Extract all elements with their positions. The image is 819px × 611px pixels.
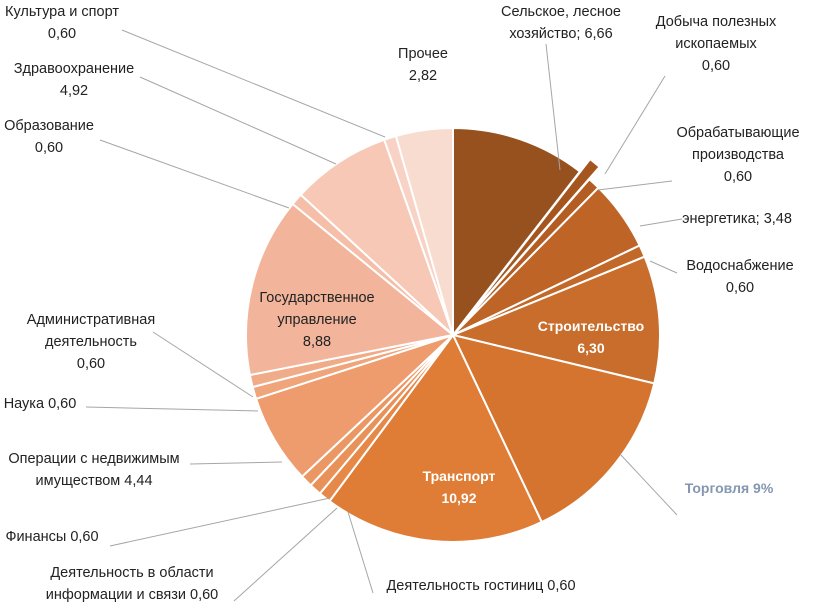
data-label-mining: Добыча полезных ископаемых 0,60: [656, 14, 777, 74]
data-label-mining-line: Добыча полезных: [656, 14, 777, 30]
data-label-energy-line: энергетика; 3,48: [682, 211, 792, 227]
data-label-water-line: 0,60: [726, 280, 754, 296]
data-label-trade-line: Торговля 9%: [685, 480, 774, 496]
data-label-construction-line: 6,30: [577, 340, 604, 356]
pie-slice-construction: [449, 255, 661, 385]
data-label-manufacturing-line: Обрабатывающие: [676, 125, 799, 141]
data-label-health: Здравоохранение 4,92: [14, 61, 134, 99]
pie-slice-health: [299, 138, 454, 336]
data-label-science: Наука 0,60: [4, 396, 77, 412]
pie-slices: [245, 126, 661, 543]
pie-slice-other: [394, 126, 454, 336]
pie-slice-transport: [328, 333, 544, 543]
data-label-government-line: Государственное: [259, 290, 374, 306]
leader-line-water: [649, 260, 678, 274]
leader-line-realestate: [189, 461, 283, 465]
data-label-government: Государственное управление 8,88: [259, 290, 374, 350]
leader-line-culture: [121, 29, 386, 138]
data-label-manufacturing: Обрабатывающие производства 0,60: [676, 125, 799, 185]
data-label-transport: Транспорт 10,92: [423, 468, 496, 506]
data-label-realestate: Операции с недвижимым имуществом 4,44: [8, 451, 179, 489]
data-label-finance: Финансы 0,60: [5, 529, 98, 545]
leader-line-agriculture: [545, 43, 561, 171]
leader-line-science: [85, 406, 259, 412]
data-label-transport-line: Транспорт: [423, 468, 496, 484]
data-label-science-line: Наука 0,60: [4, 396, 77, 412]
leader-line-admin: [152, 331, 254, 398]
data-label-energy: энергетика; 3,48: [682, 211, 792, 227]
pie-slice-government: [245, 202, 456, 377]
data-label-info: Деятельность в области информации и связи…: [46, 565, 219, 603]
data-label-realestate-line: Операции с недвижимым: [8, 451, 179, 467]
data-label-admin: Административная деятельность 0,60: [27, 312, 155, 372]
data-label-finance-line: Финансы 0,60: [5, 529, 98, 545]
data-label-realestate-line: имуществом 4,44: [35, 473, 152, 489]
leader-line-education: [99, 139, 290, 209]
data-label-health-line: Здравоохранение: [14, 61, 134, 77]
leader-line-manufacturing: [597, 180, 673, 191]
data-label-education-line: 0,60: [35, 140, 63, 156]
data-label-mining-line: ископаемых: [675, 36, 757, 52]
data-label-admin-line: Административная: [27, 312, 155, 328]
data-label-admin-line: 0,60: [77, 356, 105, 372]
data-label-culture: Культура и спорт 0,60: [5, 4, 119, 42]
data-label-transport-line: 10,92: [441, 490, 476, 506]
leader-line-trade: [619, 453, 678, 516]
leader-line-mining: [604, 75, 666, 175]
data-label-info-line: информации и связи 0,60: [46, 587, 219, 603]
data-label-trade: Торговля 9%: [685, 480, 774, 496]
data-label-culture-line: 0,60: [48, 26, 76, 42]
data-label-water-line: Водоснабжение: [686, 258, 793, 274]
data-label-agriculture-line: Сельское, лесное: [501, 4, 621, 20]
data-label-agriculture: Сельское, лесное хозяйство; 6,66: [501, 4, 621, 42]
data-label-admin-line: деятельность: [45, 334, 137, 350]
leader-lines: [85, 29, 683, 602]
data-label-other-line: 2,82: [409, 68, 437, 84]
pie-slice-mining: [462, 157, 601, 324]
data-label-mining-line: 0,60: [702, 58, 730, 74]
data-label-agriculture-line: хозяйство; 6,66: [509, 26, 612, 42]
leader-line-finance: [109, 497, 331, 547]
data-label-manufacturing-line: производства: [692, 147, 785, 163]
data-label-education: Образование 0,60: [4, 118, 94, 156]
data-label-health-line: 4,92: [60, 83, 88, 99]
pie-slice-trade: [451, 333, 656, 524]
data-label-culture-line: Культура и спорт: [5, 4, 119, 20]
data-label-government-line: управление: [277, 312, 356, 328]
data-label-other: Прочее 2,82: [398, 46, 448, 84]
data-label-hotels: Деятельность гостиниц 0,60: [386, 578, 575, 594]
leader-line-health: [139, 76, 337, 165]
leader-line-info: [233, 507, 338, 602]
slice-labels: Сельское, лесное хозяйство; 6,66 Добыча по…: [4, 4, 800, 603]
data-label-construction: Строительство 6,30: [538, 318, 644, 356]
data-label-government-line: 8,88: [303, 334, 331, 350]
data-label-info-line: Деятельность в области: [50, 565, 213, 581]
data-label-manufacturing-line: 0,60: [724, 169, 752, 185]
data-label-education-line: Образование: [4, 118, 94, 134]
leader-line-energy: [639, 218, 683, 227]
leader-line-hotels: [347, 511, 374, 594]
data-label-construction-line: Строительство: [538, 318, 644, 334]
pie-slice-agriculture: [452, 126, 582, 338]
data-label-other-line: Прочее: [398, 46, 448, 62]
data-label-hotels-line: Деятельность гостиниц 0,60: [386, 578, 575, 594]
data-label-water: Водоснабжение 0,60: [686, 258, 793, 296]
